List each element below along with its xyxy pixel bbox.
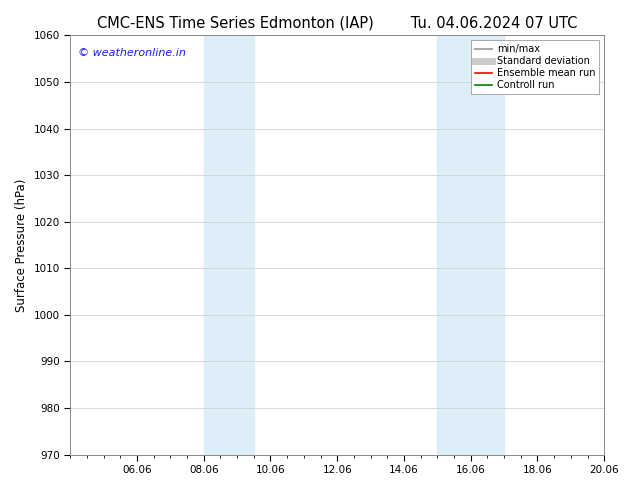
Legend: min/max, Standard deviation, Ensemble mean run, Controll run: min/max, Standard deviation, Ensemble me… bbox=[470, 40, 599, 94]
Bar bbox=[204, 35, 254, 455]
Y-axis label: Surface Pressure (hPa): Surface Pressure (hPa) bbox=[15, 178, 28, 312]
Title: CMC-ENS Time Series Edmonton (IAP)        Tu. 04.06.2024 07 UTC: CMC-ENS Time Series Edmonton (IAP) Tu. 0… bbox=[97, 15, 578, 30]
Text: © weatheronline.in: © weatheronline.in bbox=[78, 48, 186, 58]
Bar bbox=[437, 35, 504, 455]
